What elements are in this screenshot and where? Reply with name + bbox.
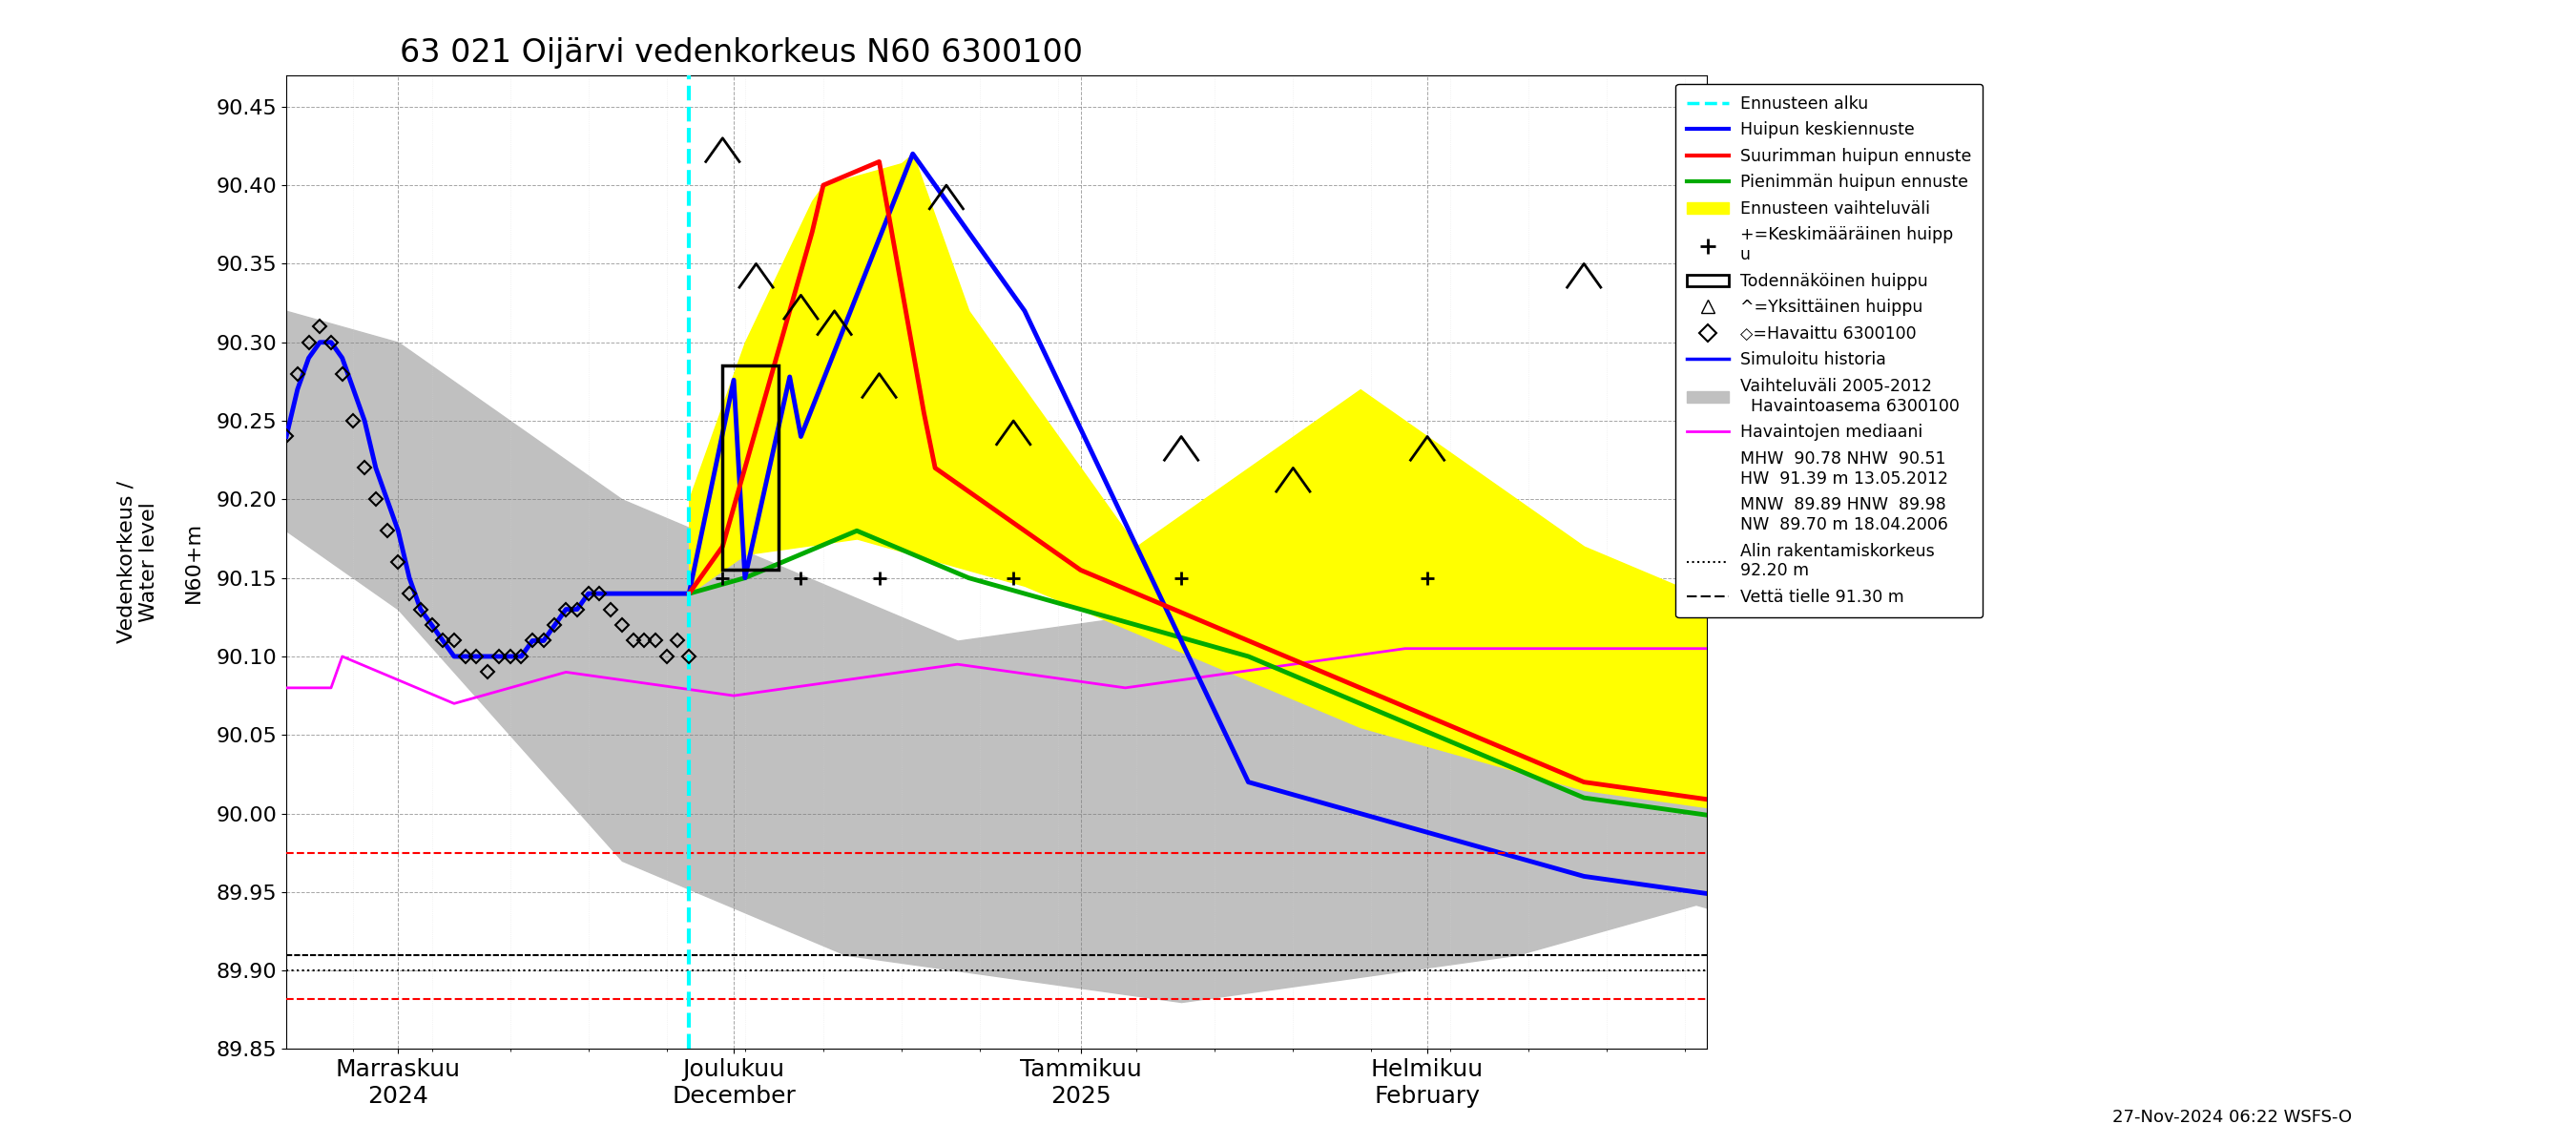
Bar <box>724 366 778 570</box>
Text: 63 021 Oijärvi vedenkorkeus N60 6300100: 63 021 Oijärvi vedenkorkeus N60 6300100 <box>399 37 1082 69</box>
Y-axis label: Vedenkorkeus /
Water level

N60+m: Vedenkorkeus / Water level N60+m <box>118 481 204 643</box>
Text: 27-Nov-2024 06:22 WSFS-O: 27-Nov-2024 06:22 WSFS-O <box>2112 1108 2352 1126</box>
Legend: Ennusteen alku, Huipun keskiennuste, Suurimman huipun ennuste, Pienimmän huipun : Ennusteen alku, Huipun keskiennuste, Suu… <box>1674 84 1984 617</box>
